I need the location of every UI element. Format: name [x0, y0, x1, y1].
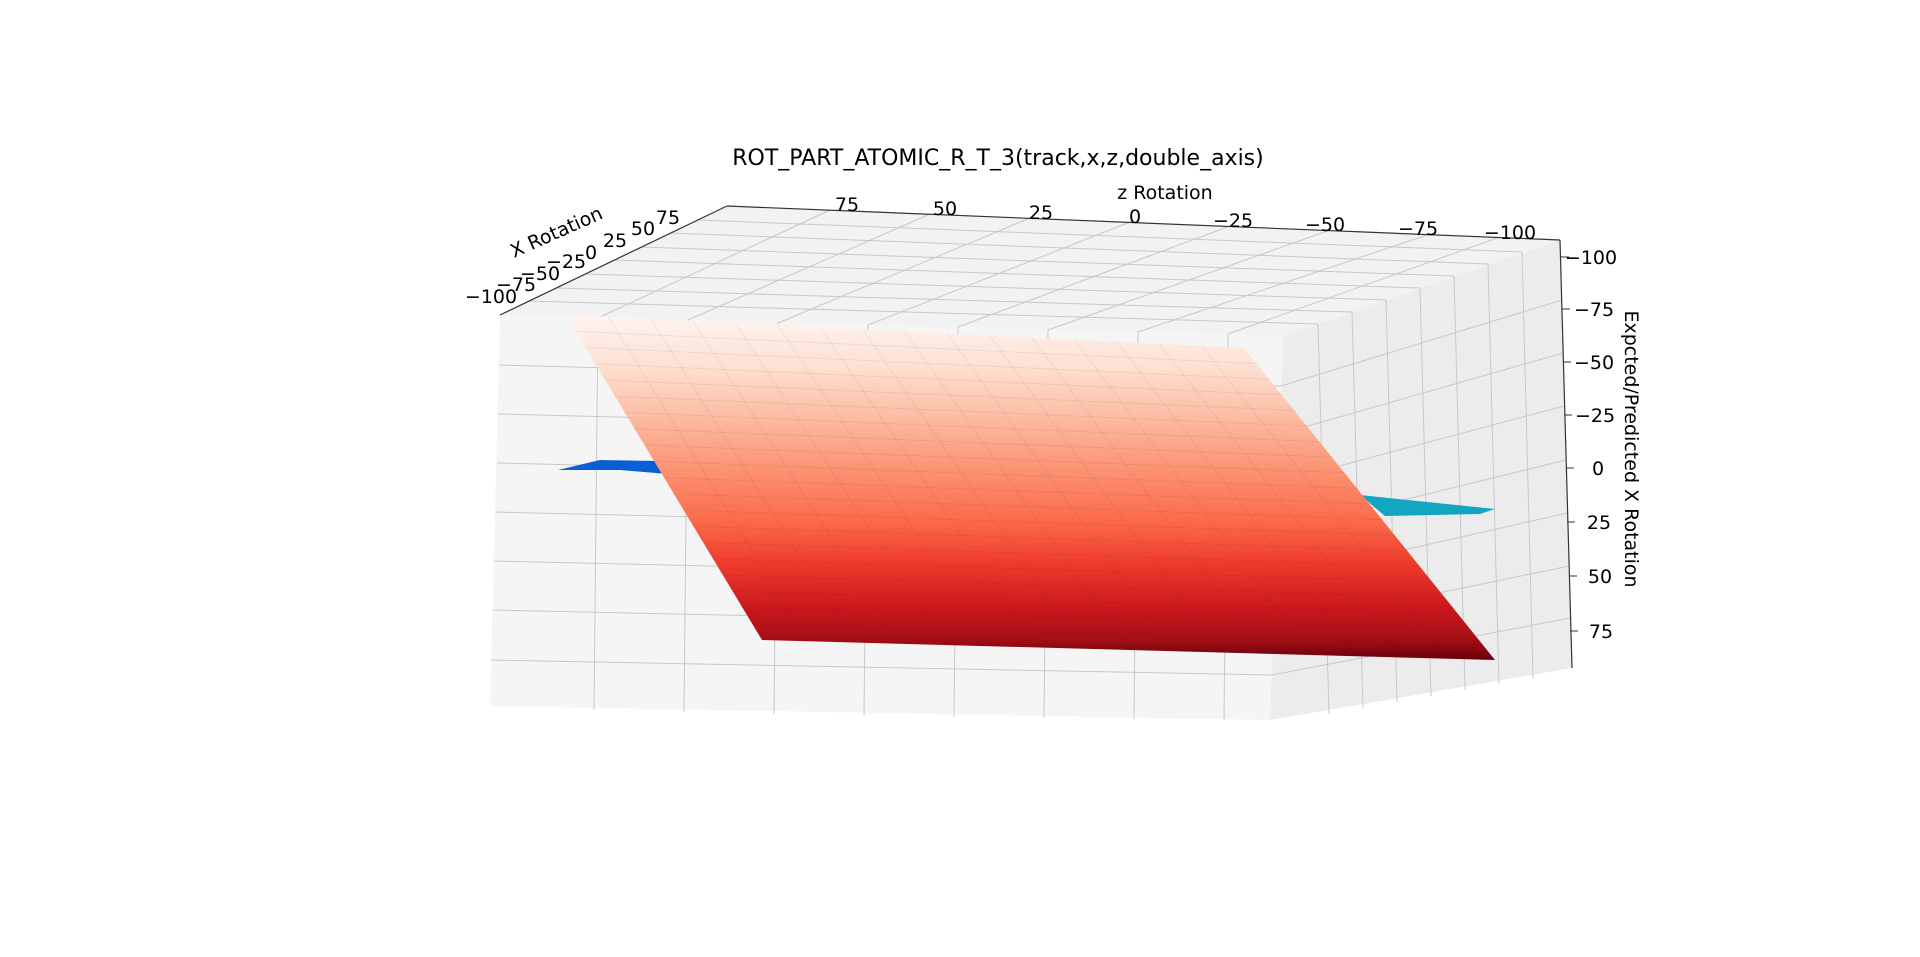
x-axis-label: z Rotation — [1117, 182, 1212, 204]
surface-mesh-col — [862, 329, 1084, 650]
floor-pane — [500, 206, 1560, 336]
predicted-surface-right — [1360, 495, 1495, 516]
x-tick-label: 50 — [933, 198, 957, 220]
surface-mesh-col — [692, 320, 900, 645]
surface-mesh-col — [1158, 343, 1404, 658]
y-tick-label: 0 — [585, 242, 597, 264]
x-tick-label: −25 — [1213, 210, 1253, 232]
z-tick-label: 0 — [1592, 458, 1604, 480]
x-axis-line — [726, 205, 1561, 241]
z-tick-label: −100 — [1565, 247, 1617, 269]
surface-mesh-row — [742, 607, 1470, 630]
surface-mesh-col — [1074, 339, 1313, 656]
y-tick-label: 75 — [656, 207, 680, 229]
z-tick-label: 25 — [1587, 512, 1611, 534]
surface-mesh-row — [634, 428, 1332, 458]
y-tick-label: −75 — [496, 274, 536, 296]
surface-mesh-row — [752, 623, 1483, 645]
surface-mesh-row — [712, 558, 1433, 583]
surface-mesh-row — [673, 493, 1383, 521]
surface-mesh-col — [989, 335, 1221, 653]
surface-mesh-row — [614, 395, 1307, 427]
surface-mesh — [575, 316, 1483, 660]
x-tick-label: −100 — [1484, 222, 1536, 244]
surface-mesh-row — [624, 412, 1320, 443]
z-tick-marks — [1561, 256, 1578, 632]
x-tick-label: −75 — [1398, 218, 1438, 240]
expected-surface-plane — [566, 315, 1495, 660]
predicted-surface-left — [558, 460, 680, 475]
expected-surface — [566, 315, 1495, 660]
z-tick-label: 50 — [1588, 566, 1612, 588]
x-tick-label: 75 — [835, 194, 859, 216]
surface-mesh-row — [654, 460, 1357, 489]
z-tick-label: −75 — [1574, 299, 1614, 321]
surface-mesh-col — [1116, 341, 1358, 657]
z-axis-label: Expcted/Predicted X Rotation — [1620, 310, 1642, 587]
surface-mesh-col — [650, 318, 855, 643]
chart-title: ROT_PART_ATOMIC_R_T_3(track,x,z,double_a… — [732, 146, 1263, 171]
z-tick-label: 75 — [1589, 621, 1613, 643]
surface-mesh-row — [693, 525, 1408, 552]
surface-mesh-col — [1201, 345, 1450, 660]
surface-mesh-row — [644, 444, 1345, 474]
y-tick-label: −50 — [520, 263, 560, 285]
y-axis-line — [499, 205, 728, 316]
z-tick-label: −50 — [1574, 352, 1614, 374]
y-tick-label: −25 — [546, 251, 586, 273]
z-axis-line — [1559, 239, 1573, 669]
z-tick-labels: −100 −75 −50 −25 0 25 50 75 — [1565, 247, 1617, 643]
surface-mesh-row — [683, 509, 1395, 536]
surface-mesh-row — [703, 542, 1420, 567]
predicted-surface — [558, 460, 1495, 516]
surface-mesh-col — [946, 333, 1175, 652]
x-tick-labels: 75 50 25 0 −25 −50 −75 −100 — [835, 194, 1536, 244]
surface-mesh-col — [819, 327, 1038, 648]
surface-mesh-row — [595, 363, 1282, 396]
surface-mesh-col — [1031, 337, 1267, 655]
y-tick-labels: −100 −75 −50 −25 0 25 50 75 — [465, 207, 680, 308]
y-tick-label: −100 — [465, 286, 517, 308]
surface-mesh-row — [732, 590, 1458, 614]
z-tick-label: −25 — [1575, 405, 1615, 427]
y-tick-label: 50 — [631, 218, 655, 240]
surface-mesh-row — [575, 330, 1257, 365]
x-tick-label: −50 — [1305, 214, 1345, 236]
surface-mesh-col — [777, 325, 992, 647]
x-tick-label: 0 — [1129, 206, 1141, 228]
surface-mesh-col — [735, 322, 946, 646]
surface-mesh-col — [607, 316, 809, 642]
surface-mesh-row — [585, 347, 1270, 380]
surface-mesh-row — [605, 379, 1295, 411]
axis-spines — [499, 205, 1573, 669]
y-tick-label: 25 — [603, 230, 627, 252]
surface-mesh-row — [722, 574, 1445, 599]
x-tick-label: 25 — [1029, 202, 1053, 224]
surface-mesh-col — [904, 331, 1129, 651]
surface-mesh-row — [663, 477, 1370, 505]
